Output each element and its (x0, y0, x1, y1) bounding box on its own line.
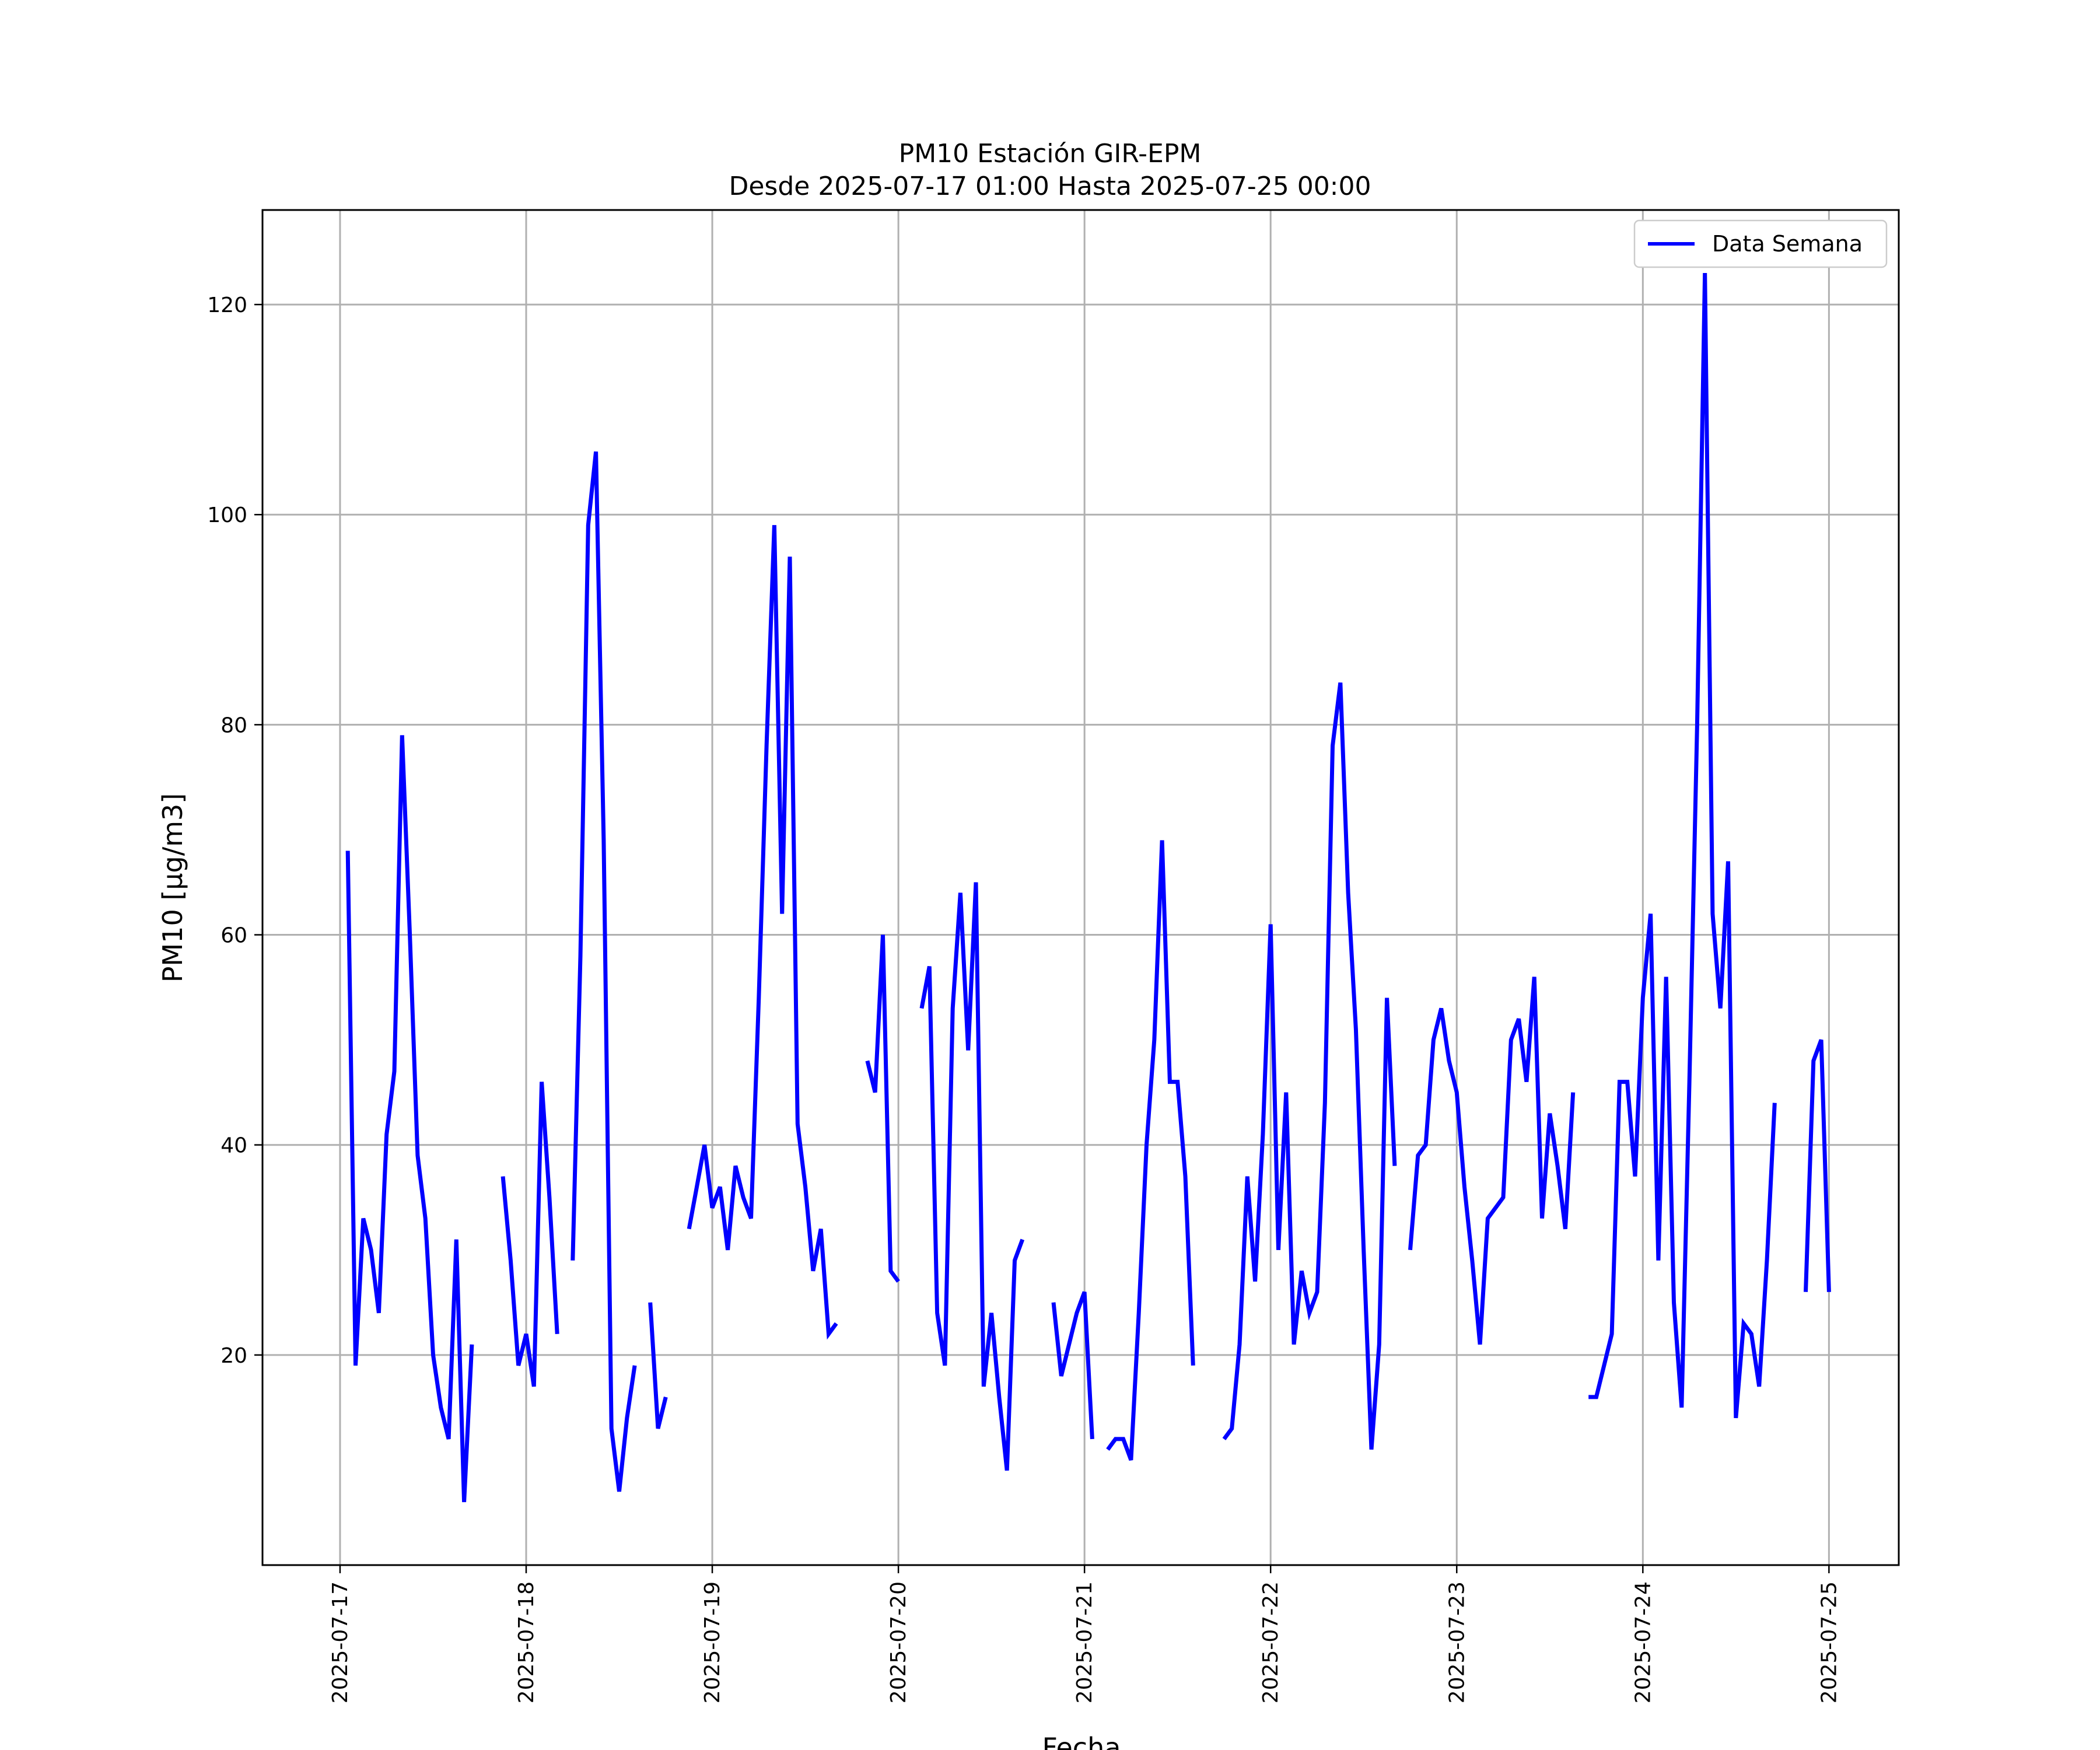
data-series (345, 272, 1831, 1503)
series-line-segment (1106, 840, 1195, 1461)
series-line-segment (1588, 272, 1777, 1419)
x-tick-label: 2025-07-21 (1073, 1581, 1097, 1703)
x-tick-label: 2025-07-24 (1631, 1581, 1655, 1703)
series-line-segment (919, 882, 1025, 1471)
series-line-segment (570, 451, 637, 1492)
y-tick-label: 60 (220, 924, 247, 948)
series-line-segment (345, 735, 474, 1503)
y-axis-label: PM10 [μg/m3] (157, 793, 188, 983)
x-axis-label: Fecha (1042, 1732, 1121, 1750)
x-tick-label: 2025-07-20 (887, 1581, 911, 1703)
plot-frame (261, 209, 1900, 1566)
x-tick-label: 2025-07-18 (514, 1581, 538, 1703)
chart-subtitle: Desde 2025-07-17 01:00 Hasta 2025-07-25 … (729, 172, 1371, 201)
series-line-segment (501, 1082, 559, 1387)
legend-label: Data Semana (1712, 231, 1863, 257)
series-line-segment (687, 525, 838, 1340)
series-line-segment (1408, 977, 1576, 1345)
axis-ticks: 2025-07-17 2025-07-18 2025-07-19 2025-07-20… (207, 293, 1841, 1703)
series-line-segment (1051, 1291, 1094, 1440)
series-line-segment (1804, 1039, 1831, 1292)
x-tick-label: 2025-07-17 (328, 1581, 352, 1703)
y-tick-label: 100 (207, 503, 247, 527)
grid-lines (262, 210, 1899, 1565)
y-tick-label: 80 (220, 713, 247, 737)
x-tick-label: 2025-07-23 (1445, 1581, 1469, 1703)
series-line-segment (648, 1302, 668, 1429)
legend: Data Semana (1633, 219, 1888, 268)
y-tick-label: 120 (207, 293, 247, 317)
chart-title: PM10 Estación GIR-EPM (899, 139, 1202, 169)
y-tick-label: 20 (220, 1344, 247, 1368)
x-tick-label: 2025-07-22 (1259, 1581, 1283, 1703)
x-tick-label: 2025-07-19 (701, 1581, 724, 1703)
legend-box (1633, 219, 1888, 268)
y-tick-label: 40 (220, 1134, 247, 1158)
series-line-segment (865, 935, 900, 1283)
series-line-segment (1222, 682, 1397, 1450)
x-tick-label: 2025-07-25 (1817, 1581, 1841, 1703)
